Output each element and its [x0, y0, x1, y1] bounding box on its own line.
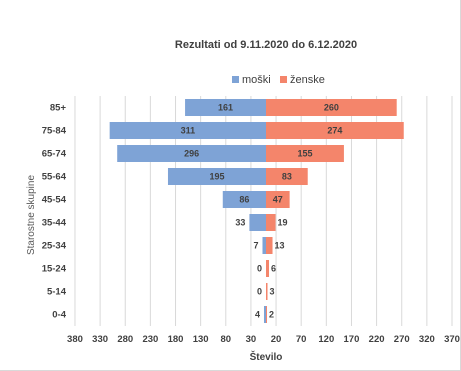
x-tick-label: 70 — [296, 334, 307, 345]
data-label-male: 86 — [239, 195, 249, 205]
y-tick-label: 5-14 — [47, 287, 67, 298]
data-label-female: 155 — [297, 149, 312, 159]
y-tick-label: 25-34 — [42, 241, 67, 252]
data-label-male: 33 — [235, 218, 245, 228]
bar-male — [167, 168, 266, 185]
y-tick-label: 85+ — [50, 103, 67, 114]
y-tick-label: 45-54 — [42, 195, 67, 206]
bar-female — [266, 99, 397, 116]
bar-male — [249, 214, 266, 231]
data-label-male: 4 — [255, 310, 260, 320]
chart-title: Rezultati od 9.11.2020 do 6.12.2020 — [175, 39, 357, 51]
legend-swatch-female — [280, 76, 287, 83]
x-tick-label: 280 — [117, 334, 133, 345]
y-tick-labels: 85+ 75-84 65-74 55-64 45-54 35-44 25-34 15-24 5-… — [42, 103, 67, 321]
bar-male — [222, 191, 266, 208]
legend-swatch-male — [232, 76, 239, 83]
legend-label-female: ženske — [290, 74, 325, 86]
data-label-male: 0 — [257, 264, 262, 274]
data-label-female: 19 — [278, 218, 288, 228]
x-tick-label: 330 — [92, 334, 108, 345]
bar-female — [266, 237, 273, 254]
bar-female — [266, 145, 344, 162]
y-axis-title: Starostne skupine — [26, 175, 37, 255]
data-label-male: 161 — [218, 103, 233, 113]
x-tick-label: 30 — [246, 334, 257, 345]
bar-male — [263, 306, 266, 323]
bar-female — [266, 214, 276, 231]
y-tick-label: 55-64 — [42, 172, 67, 183]
data-label-female: 3 — [270, 287, 275, 297]
data-label-male: 195 — [209, 172, 224, 182]
data-label-male: 311 — [181, 126, 196, 136]
data-label-female: 13 — [275, 241, 285, 251]
x-tick-label: 230 — [142, 334, 158, 345]
x-tick-label: 370 — [444, 334, 460, 345]
x-tick-label: 130 — [193, 334, 209, 345]
chart-legend: moški ženske — [232, 74, 325, 86]
bar-female — [266, 260, 270, 277]
y-tick-label: 35-44 — [42, 218, 67, 229]
data-label-male: 0 — [257, 287, 262, 297]
bar-male — [262, 237, 266, 254]
bar-male — [185, 99, 266, 116]
x-tick-label: 220 — [369, 334, 385, 345]
data-label-male: 7 — [253, 241, 258, 251]
data-label-female: 47 — [273, 195, 283, 205]
x-tick-label: 170 — [344, 334, 360, 345]
x-tick-label: 180 — [168, 334, 184, 345]
y-tick-label: 75-84 — [42, 126, 67, 137]
x-tick-label: 270 — [394, 334, 410, 345]
y-tick-label: 15-24 — [42, 264, 67, 275]
x-tick-labels: 380 330 280 230 180 130 80 30 20 70 120 170 220 270 32… — [67, 334, 460, 345]
data-label-female: 260 — [324, 103, 339, 113]
bar-female — [266, 168, 308, 185]
bar-female — [266, 122, 404, 139]
x-tick-label: 20 — [271, 334, 282, 345]
data-label-female: 274 — [327, 126, 342, 136]
data-label-female: 6 — [271, 264, 276, 274]
x-tick-label: 320 — [419, 334, 435, 345]
bar-female — [266, 191, 290, 208]
bar-female — [266, 306, 268, 323]
bar-female — [266, 283, 268, 300]
x-axis-title: Število — [250, 350, 283, 363]
x-tick-label: 120 — [318, 334, 334, 345]
bar-male — [109, 122, 267, 139]
x-tick-label: 380 — [67, 334, 83, 345]
y-tick-label: 65-74 — [42, 149, 67, 160]
y-tick-label: 0-4 — [52, 310, 66, 321]
data-label-female: 83 — [282, 172, 292, 182]
data-label-male: 296 — [184, 149, 199, 159]
legend-label-male: moški — [242, 74, 271, 86]
x-tick-label: 80 — [220, 334, 231, 345]
data-label-female: 2 — [269, 310, 274, 320]
bar-male — [117, 145, 266, 162]
